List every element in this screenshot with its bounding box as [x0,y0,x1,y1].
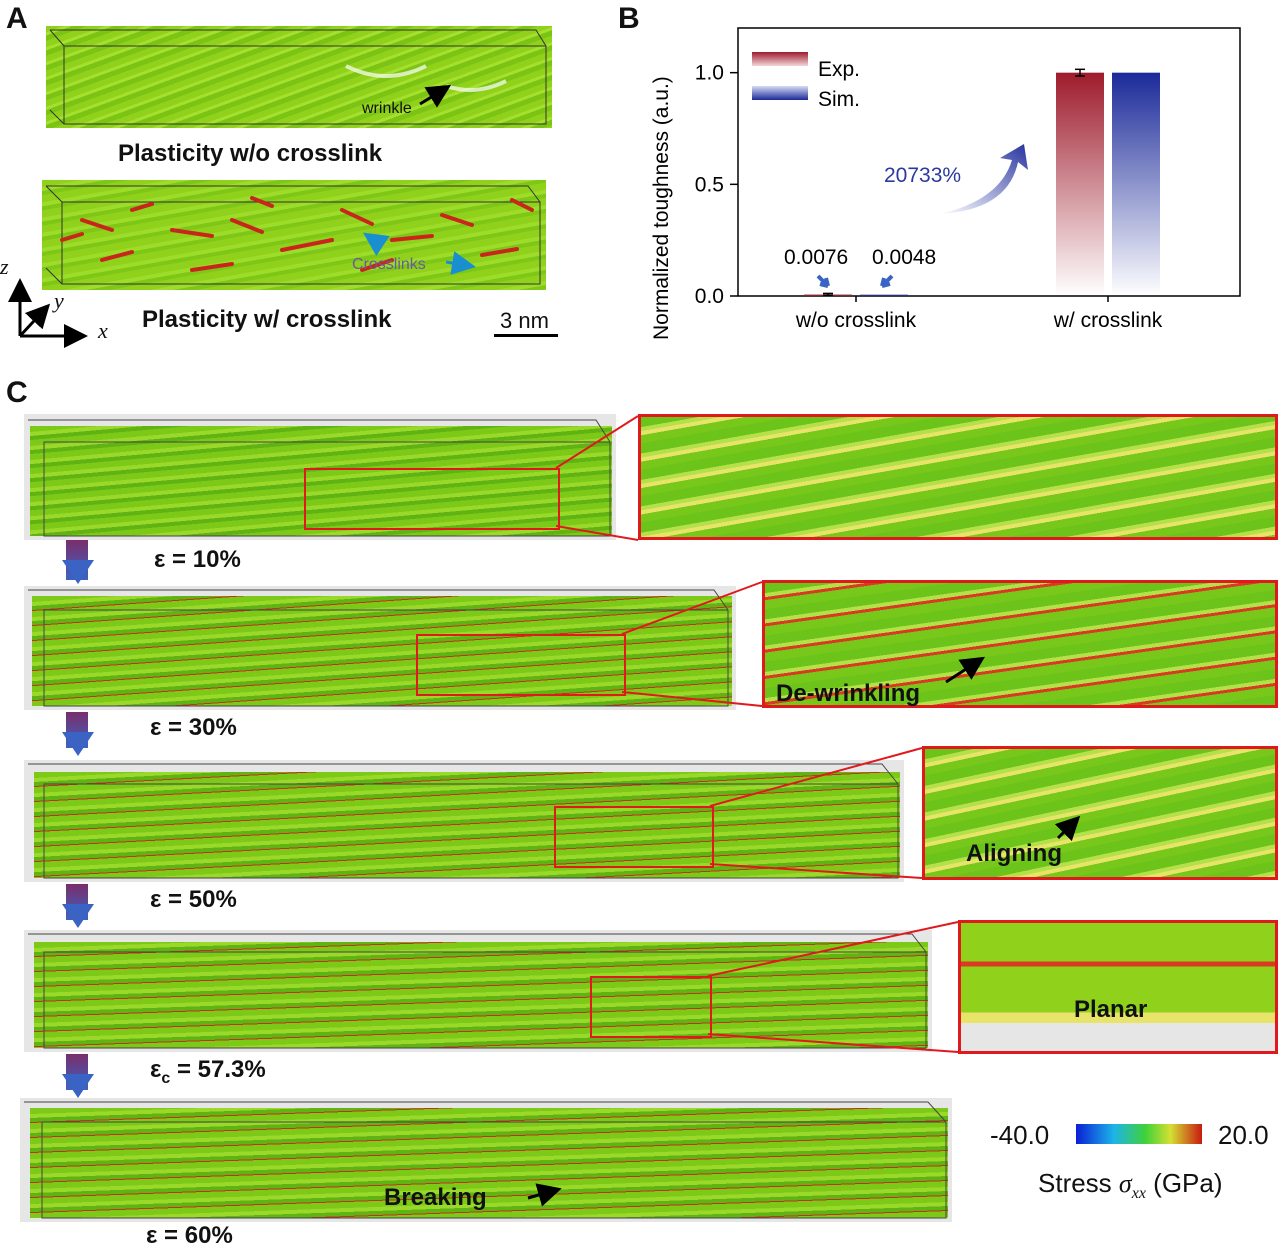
arrow-2-head [62,732,94,756]
zoom-strain-50 [922,746,1278,880]
legend-swatch-sim [752,86,808,100]
plot-frame [737,27,1241,297]
crosslink-overlay [45,185,541,285]
x-category-label-0: w/o crosslink [795,309,917,332]
axis-y-label: y [54,288,64,313]
label-aligning: Aligning [966,840,1062,867]
panel-a-letter: A [6,2,28,35]
md-slab-strain-50 [24,760,904,882]
strain-label-57: εc = 57.3% [150,1056,266,1087]
roi-box-strain-30 [416,634,626,696]
wrinkle-label: wrinkle [362,100,412,117]
crosslinks-label: Crosslinks [352,256,426,273]
bar-exp-1 [1056,72,1104,297]
caption-no-crosslink: Plasticity w/o crosslink [118,140,383,167]
annotation-arrow-sim [880,274,894,288]
y-axis-title: Normalized toughness (a.u.) [650,76,673,340]
annotation-arrow-exp [816,274,830,288]
roi-box-strain-10 [304,468,560,530]
md-slab-strain-10 [24,414,616,540]
bar-sim-0 [860,294,908,296]
roi-box-strain-57 [590,976,712,1038]
label-planar: Planar [1074,996,1148,1023]
colorbar-title: Stress σxx (GPa) [1038,1168,1223,1203]
label-de-wrinkling: De-wrinkling [776,680,921,707]
md-slab-no-crosslink [46,26,552,128]
strain-label-50: ε = 50% [150,886,237,913]
panel-c-letter: C [6,376,28,409]
colorbar-min: -40.0 [990,1120,1050,1150]
strain-label-30: ε = 30% [150,714,237,741]
label-breaking: Breaking [384,1184,487,1211]
panel-b-letter: B [618,2,640,35]
strain-label-10: ε = 10% [154,546,241,573]
legend-label-sim: Sim. [818,88,860,111]
strain-label-60: ε = 60% [146,1222,233,1249]
y-tick-label-2: 1.0 [695,62,724,85]
legend-swatch-exp [752,52,808,66]
scale-bar [494,334,558,337]
md-slab-strain-30 [24,586,736,710]
md-slab-strain-60 [20,1098,952,1222]
arrow-4-head [62,1074,94,1098]
y-tick-label-1: 0.5 [695,173,724,196]
arrow-1-head [62,560,94,584]
annotation-exp-value: 0.0076 [784,246,848,269]
arrow-3-head [62,904,94,928]
zoom-strain-10 [638,414,1278,540]
increase-arrow [940,144,1028,214]
bar-sim-1 [1112,72,1160,297]
zoom-strain-30 [762,580,1278,708]
colorbar [1076,1124,1202,1144]
axis-z-label: z [0,254,9,279]
toughness-chart: 0.0 0.5 1.0 Exp. Sim. 0.0076 0.0048 20733%… [650,27,1241,340]
zoom-strain-57 [958,920,1278,1054]
axis-x-label: x [98,318,108,343]
y-tick-label-0: 0.0 [695,285,724,308]
legend-label-exp: Exp. [818,58,860,81]
colorbar-max: 20.0 [1218,1120,1269,1150]
scale-bar-label: 3 nm [500,308,549,333]
roi-box-strain-50 [554,806,714,868]
annotation-increase: 20733% [884,164,961,187]
caption-crosslink: Plasticity w/ crosslink [142,306,392,333]
md-slab-strain-57 [24,930,932,1052]
x-category-label-1: w/ crosslink [1053,309,1163,332]
annotation-sim-value: 0.0048 [872,246,936,269]
